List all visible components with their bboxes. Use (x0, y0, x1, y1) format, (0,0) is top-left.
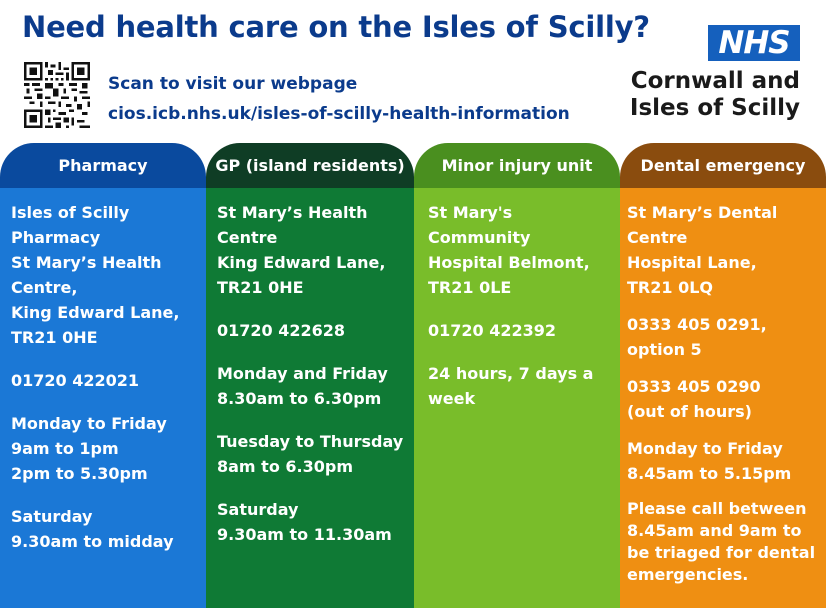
dental-out-of-hours-phone: 0333 405 0290 (out of hours) (627, 374, 816, 424)
org-name-line: Cornwall and (630, 68, 800, 94)
address-line: Hospital Belmont, (428, 253, 590, 272)
hours-line: Monday to Friday (11, 414, 167, 433)
pharmacy-weekday-hours: Monday to Friday 9am to 1pm 2pm to 5.30p… (11, 411, 196, 486)
minor-injury-hours: 24 hours, 7 days a week (428, 361, 610, 411)
note-line: be triaged for dental (627, 543, 816, 562)
dental-triage-note: Please call between 8.45am and 9am to be… (627, 498, 816, 586)
address-line: Pharmacy (11, 228, 101, 247)
hours-line: 9.30am to midday (11, 532, 174, 551)
dental-column: Dental emergency St Mary’s Dental Centre… (620, 143, 826, 608)
note-line: emergencies. (627, 565, 749, 584)
hours-line: 2pm to 5.30pm (11, 464, 148, 483)
pharmacy-heading: Pharmacy (0, 143, 206, 188)
gp-hours-saturday: Saturday 9.30am to 11.30am (217, 497, 404, 547)
hours-line: 8.45am to 5.15pm (627, 464, 792, 483)
organisation-name: Cornwall and Isles of Scilly (630, 68, 800, 122)
pharmacy-details: Isles of Scilly Pharmacy St Mary’s Healt… (0, 188, 206, 608)
address-line: TR21 0LQ (627, 278, 713, 297)
minor-injury-heading: Minor injury unit (414, 143, 620, 188)
dental-hours: Monday to Friday 8.45am to 5.15pm (627, 436, 816, 486)
phone-line: option 5 (627, 340, 702, 359)
pharmacy-column: Pharmacy Isles of Scilly Pharmacy St Mar… (0, 143, 206, 608)
webpage-link[interactable]: cios.icb.nhs.uk/isles-of-scilly-health-i… (108, 104, 570, 124)
address-line: Centre, (11, 278, 78, 297)
note-line: 8.45am and 9am to (627, 521, 802, 540)
minor-injury-details: St Mary's Community Hospital Belmont, TR… (414, 188, 620, 608)
dental-details: St Mary’s Dental Centre Hospital Lane, T… (620, 188, 826, 608)
nhs-logo: NHS (708, 25, 800, 61)
minor-injury-column: Minor injury unit St Mary's Community Ho… (414, 143, 620, 608)
gp-heading: GP (island residents) (206, 143, 414, 188)
dental-address: St Mary’s Dental Centre Hospital Lane, T… (627, 200, 816, 300)
address-line: St Mary’s Dental (627, 203, 778, 222)
address-line: King Edward Lane, (11, 303, 180, 322)
pharmacy-phone: 01720 422021 (11, 371, 140, 390)
hours-line: 9am to 1pm (11, 439, 119, 458)
hours-line: Saturday (11, 507, 93, 526)
hours-line: Saturday (217, 500, 299, 519)
minor-injury-address: St Mary's Community Hospital Belmont, TR… (428, 200, 610, 300)
scan-instruction: Scan to visit our webpage (108, 74, 358, 94)
qr-code[interactable] (24, 62, 90, 128)
address-line: Centre (217, 228, 278, 247)
pharmacy-saturday-hours: Saturday 9.30am to midday (11, 504, 196, 554)
minor-injury-phone: 01720 422392 (428, 321, 557, 340)
address-line: TR21 0LE (428, 278, 512, 297)
gp-phone: 01720 422628 (217, 321, 346, 340)
phone-line: 0333 405 0291, (627, 315, 767, 334)
hours-line: 9.30am to 11.30am (217, 525, 392, 544)
address-line: Isles of Scilly (11, 203, 130, 222)
phone-line: (out of hours) (627, 402, 752, 421)
hours-line: Monday to Friday (627, 439, 783, 458)
address-line: St Mary’s Health (11, 253, 162, 272)
gp-column: GP (island residents) St Mary’s Health C… (206, 143, 414, 608)
dental-phone: 0333 405 0291, option 5 (627, 312, 816, 362)
hours-line: Monday and Friday (217, 364, 388, 383)
address-line: Centre (627, 228, 688, 247)
note-line: Please call between (627, 499, 807, 518)
address-line: TR21 0HE (217, 278, 304, 297)
pharmacy-address: Isles of Scilly Pharmacy St Mary’s Healt… (11, 200, 196, 350)
dental-heading: Dental emergency (620, 143, 826, 188)
hours-line: 8.30am to 6.30pm (217, 389, 382, 408)
gp-hours-tue-thu: Tuesday to Thursday 8am to 6.30pm (217, 429, 404, 479)
gp-address: St Mary’s Health Centre King Edward Lane… (217, 200, 404, 300)
address-line: TR21 0HE (11, 328, 98, 347)
hours-line: Tuesday to Thursday (217, 432, 404, 451)
gp-details: St Mary’s Health Centre King Edward Lane… (206, 188, 414, 608)
address-line: St Mary’s Health (217, 203, 368, 222)
hours-line: 24 hours, 7 days a (428, 364, 594, 383)
page-title: Need health care on the Isles of Scilly? (22, 10, 650, 44)
address-line: St Mary's (428, 203, 513, 222)
gp-hours-mon-fri: Monday and Friday 8.30am to 6.30pm (217, 361, 404, 411)
address-line: Hospital Lane, (627, 253, 757, 272)
org-name-line: Isles of Scilly (629, 95, 800, 121)
hours-line: 8am to 6.30pm (217, 457, 353, 476)
hours-line: week (428, 389, 476, 408)
address-line: King Edward Lane, (217, 253, 386, 272)
address-line: Community (428, 228, 531, 247)
phone-line: 0333 405 0290 (627, 377, 761, 396)
